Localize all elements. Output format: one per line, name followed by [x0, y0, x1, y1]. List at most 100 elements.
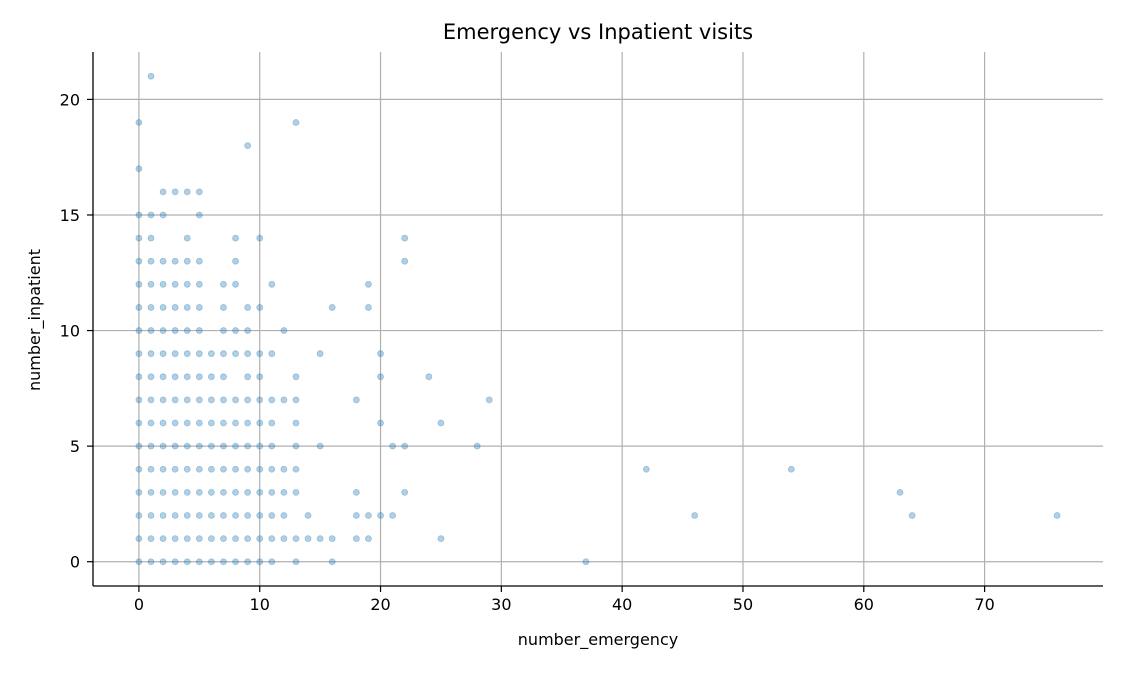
- data-point: [220, 535, 227, 543]
- data-point: [220, 488, 227, 496]
- data-point: [256, 396, 264, 404]
- data-point: [232, 327, 239, 334]
- data-point: [220, 465, 227, 473]
- data-point: [280, 465, 288, 473]
- chart-title: Emergency vs Inpatient visits: [443, 20, 753, 44]
- data-point: [147, 512, 155, 519]
- data-point: [183, 465, 191, 473]
- data-point: [256, 373, 264, 381]
- x-tick-label: 40: [612, 595, 632, 614]
- data-point: [232, 350, 239, 358]
- data-point: [244, 373, 252, 381]
- data-point: [316, 350, 324, 358]
- y-tick-label: 5: [70, 437, 80, 456]
- data-point: [147, 350, 155, 358]
- data-point: [220, 396, 227, 404]
- data-point: [195, 535, 203, 543]
- data-point: [159, 396, 167, 404]
- data-point: [207, 419, 215, 427]
- data-point: [195, 188, 203, 196]
- data-point: [365, 535, 372, 543]
- data-point: [256, 442, 264, 450]
- data-point: [485, 396, 493, 404]
- data-point: [292, 488, 300, 496]
- data-point: [135, 234, 143, 242]
- data-point: [220, 373, 227, 381]
- data-point: [268, 465, 276, 473]
- y-tick-label: 0: [70, 553, 80, 572]
- data-point: [135, 373, 143, 381]
- axes: [92, 52, 1103, 587]
- data-point: [292, 442, 300, 450]
- data-point: [171, 327, 179, 334]
- data-point: [147, 373, 155, 381]
- data-point: [244, 558, 252, 566]
- data-point: [244, 535, 252, 543]
- data-point: [352, 512, 360, 519]
- data-point: [256, 558, 264, 566]
- data-point: [377, 512, 384, 519]
- data-point: [232, 234, 239, 242]
- data-point: [377, 373, 384, 381]
- data-point: [147, 234, 155, 242]
- data-point: [642, 465, 650, 473]
- data-point: [195, 558, 203, 566]
- data-point: [292, 373, 300, 381]
- data-point: [220, 350, 227, 358]
- data-point: [582, 558, 590, 566]
- data-point: [328, 535, 336, 543]
- data-point: [195, 373, 203, 381]
- x-tick-label: 70: [974, 595, 994, 614]
- data-point: [389, 512, 397, 519]
- data-point: [171, 512, 179, 519]
- data-point: [244, 142, 252, 150]
- data-point: [244, 419, 252, 427]
- data-point: [256, 465, 264, 473]
- data-point: [207, 373, 215, 381]
- data-point: [135, 350, 143, 358]
- y-tick-label: 20: [60, 90, 80, 109]
- data-point: [183, 257, 191, 265]
- data-point: [244, 327, 252, 334]
- data-point: [159, 280, 167, 288]
- data-point: [437, 419, 445, 427]
- data-points: [135, 72, 1061, 566]
- data-point: [220, 419, 227, 427]
- data-point: [171, 465, 179, 473]
- data-point: [183, 327, 191, 334]
- data-point: [232, 280, 239, 288]
- data-point: [207, 396, 215, 404]
- data-point: [220, 327, 227, 334]
- data-point: [268, 512, 276, 519]
- y-axis-label: number_inpatient: [25, 249, 45, 391]
- data-point: [232, 257, 239, 265]
- data-point: [195, 327, 203, 334]
- data-point: [220, 442, 227, 450]
- data-point: [268, 419, 276, 427]
- data-point: [147, 211, 155, 219]
- data-point: [280, 396, 288, 404]
- data-point: [437, 535, 445, 543]
- data-point: [401, 488, 409, 496]
- data-point: [171, 280, 179, 288]
- data-point: [244, 512, 252, 519]
- data-point: [171, 257, 179, 265]
- data-point: [135, 442, 143, 450]
- data-point: [159, 350, 167, 358]
- data-point: [304, 512, 312, 519]
- data-point: [244, 350, 252, 358]
- data-point: [171, 558, 179, 566]
- data-point: [135, 535, 143, 543]
- data-point: [195, 257, 203, 265]
- data-point: [147, 257, 155, 265]
- data-point: [159, 257, 167, 265]
- data-point: [147, 535, 155, 543]
- data-point: [232, 465, 239, 473]
- data-point: [280, 327, 288, 334]
- data-point: [232, 419, 239, 427]
- data-point: [292, 396, 300, 404]
- data-point: [316, 535, 324, 543]
- data-point: [292, 535, 300, 543]
- data-point: [183, 558, 191, 566]
